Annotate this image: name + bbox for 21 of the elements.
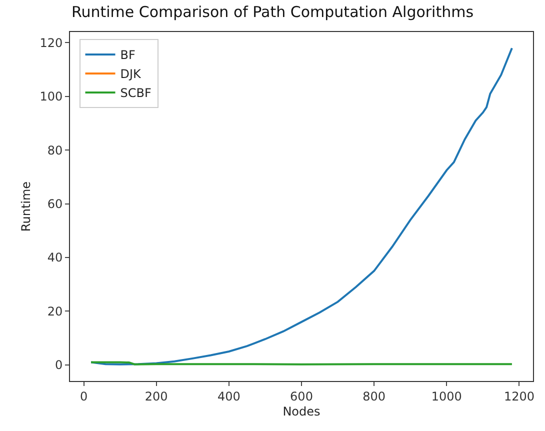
x-tick-label: 800: [362, 389, 386, 404]
chart-title: Runtime Comparison of Path Computation Algorithms: [71, 2, 474, 21]
legend-label: DJK: [120, 67, 142, 82]
y-axis-title: Runtime: [18, 181, 33, 232]
y-tick-label: 100: [40, 90, 63, 104]
x-tick-label: 0: [80, 389, 88, 404]
y-tick-label: 20: [47, 304, 63, 318]
x-tick-label: 200: [144, 389, 168, 404]
x-tick-label: 600: [290, 389, 313, 404]
line-series: [90, 47, 513, 366]
y-tick-label: 60: [47, 197, 63, 212]
x-tick-label: 400: [217, 389, 240, 404]
x-tick-label: 1000: [431, 389, 462, 404]
y-tick-label: 80: [47, 143, 63, 158]
legend-label: SCBF: [120, 86, 152, 100]
x-tick-label: 1200: [504, 389, 534, 404]
y-tick-label: 40: [47, 250, 63, 265]
y-tick-label: 120: [40, 36, 63, 50]
legend-label: BF: [120, 48, 136, 62]
x-axis-title: Nodes: [282, 404, 320, 418]
y-tick-label: 0: [54, 358, 63, 372]
